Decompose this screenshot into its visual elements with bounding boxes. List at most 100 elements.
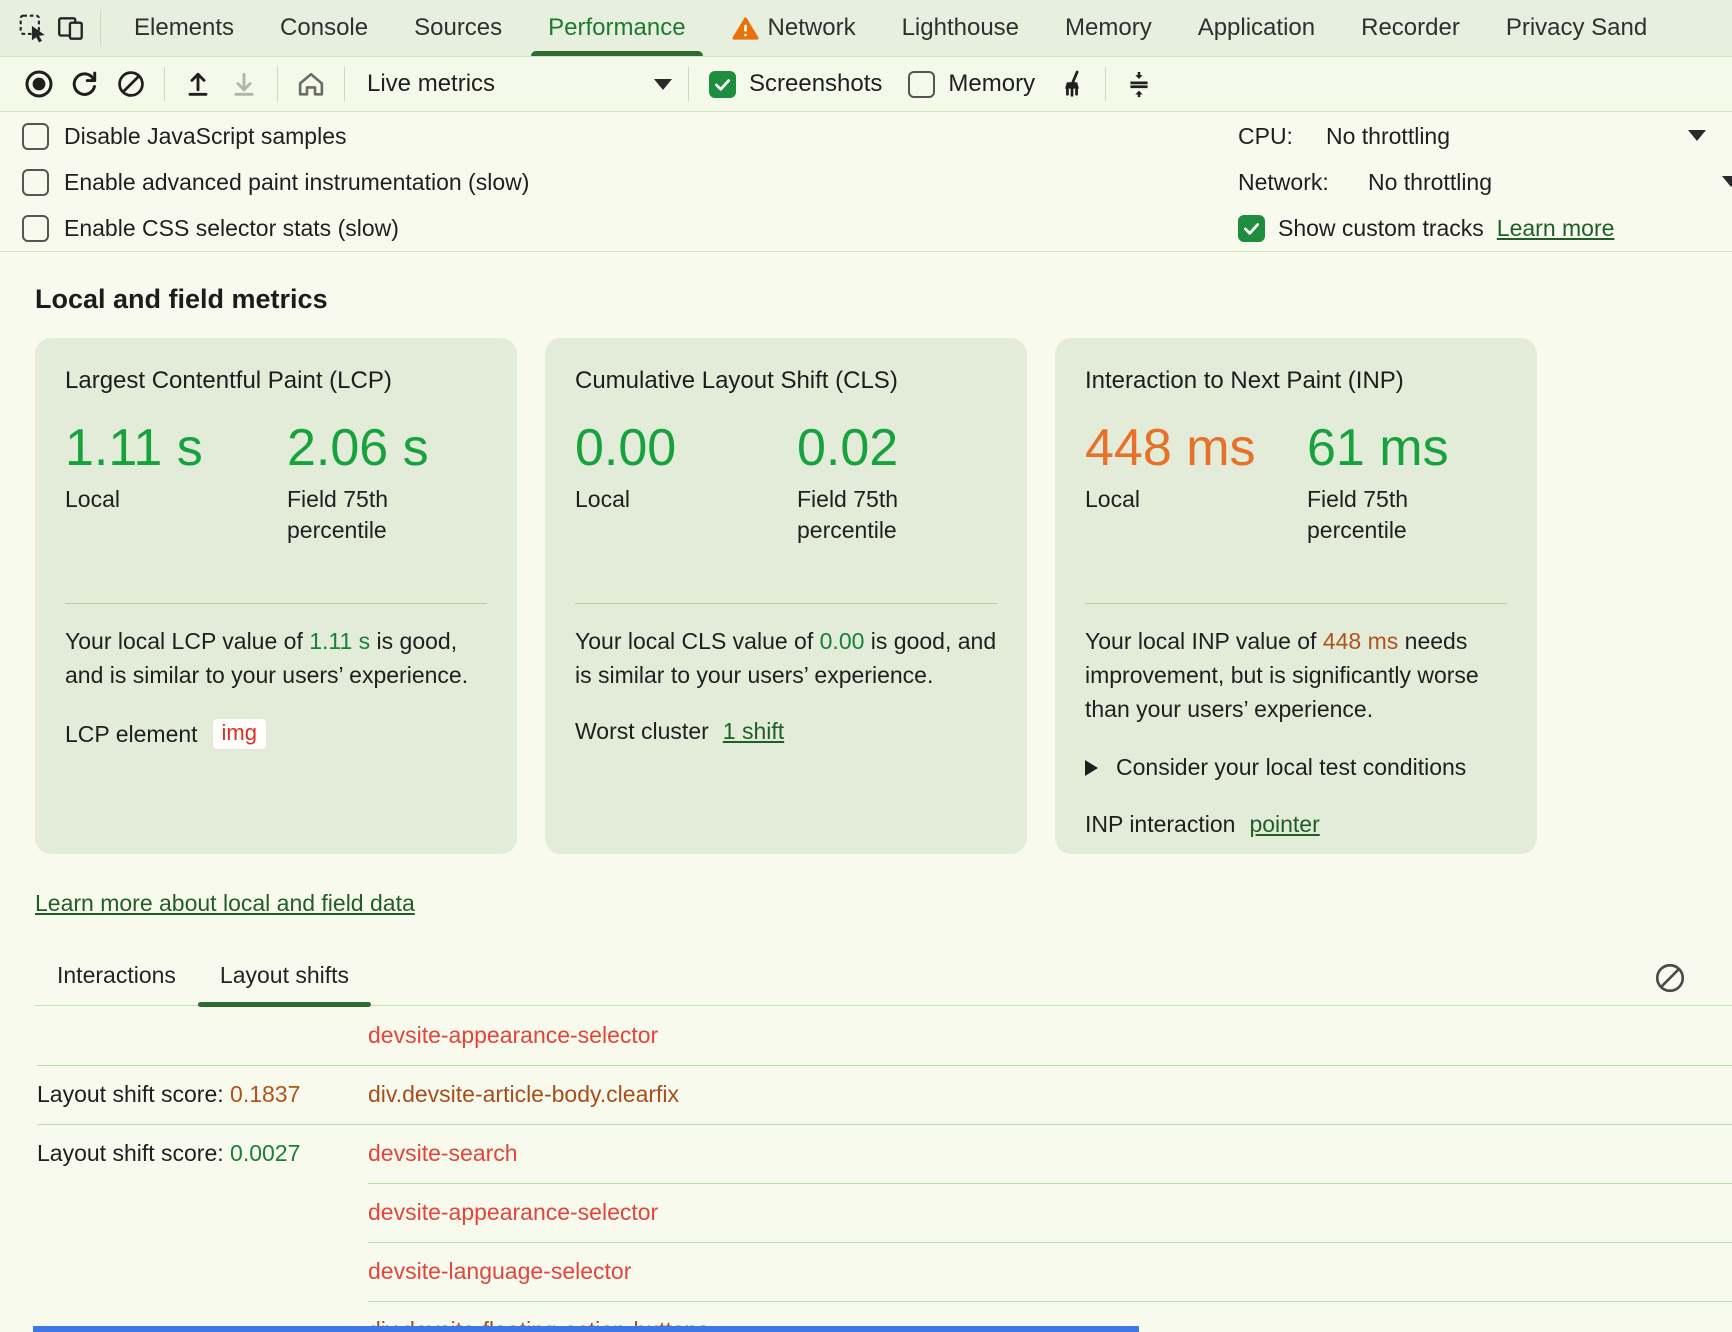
memory-checkbox[interactable]	[908, 70, 936, 98]
download-profile-icon[interactable]	[221, 62, 267, 106]
bottom-scroll-indicator[interactable]	[33, 1326, 1139, 1332]
tab-layout-shifts[interactable]: Layout shifts	[197, 962, 372, 1007]
live-metrics-view: Local and field metrics Largest Contentf…	[0, 282, 1732, 1332]
chevron-down-icon[interactable]	[1722, 176, 1732, 187]
tab-interactions[interactable]: Interactions	[57, 962, 176, 988]
panel-tabs: Elements Console Sources Performance Net…	[111, 0, 1732, 56]
inp-local-label: Local	[1085, 486, 1140, 512]
cls-card-title: Cumulative Layout Shift (CLS)	[575, 367, 898, 394]
advanced-paint-row[interactable]: Enable advanced paint instrumentation (s…	[0, 159, 1732, 205]
custom-tracks-learn-more-link[interactable]: Learn more	[1496, 214, 1615, 241]
screenshots-checkbox[interactable]	[709, 70, 736, 98]
divider	[277, 67, 278, 101]
expand-triangle-icon	[1085, 759, 1098, 776]
divider	[65, 603, 487, 604]
cpu-throttling-row: CPU: No throttling	[1238, 113, 1732, 159]
disable-js-samples-checkbox[interactable]	[22, 122, 49, 150]
screenshots-toggle[interactable]: Screenshots	[709, 70, 882, 98]
cpu-throttling-select[interactable]: No throttling	[1326, 122, 1451, 149]
collapse-icon[interactable]	[1116, 62, 1162, 106]
divider	[575, 603, 997, 604]
advanced-paint-checkbox[interactable]	[22, 168, 49, 196]
node-link[interactable]: devsite-appearance-selector	[368, 1022, 659, 1048]
tab-recorder[interactable]: Recorder	[1361, 14, 1460, 41]
layout-shift-row: devsite-appearance-selector	[37, 1183, 1732, 1242]
tab-network[interactable]: Network	[709, 0, 879, 56]
gc-brush-icon[interactable]	[1049, 62, 1095, 106]
tab-memory[interactable]: Memory	[1065, 14, 1152, 41]
clear-log-icon[interactable]	[1653, 961, 1687, 995]
divider	[1105, 67, 1107, 101]
upload-profile-icon[interactable]	[175, 62, 221, 106]
local-test-conditions-label: Consider your local test conditions	[1116, 754, 1467, 780]
tab-privacy-sandbox[interactable]: Privacy Sand	[1505, 14, 1648, 41]
network-label: Network:	[1238, 168, 1329, 195]
layout-shift-row: devsite-language-selector	[37, 1242, 1732, 1301]
memory-toggle[interactable]: Memory	[908, 70, 1035, 98]
chevron-down-icon[interactable]	[1688, 130, 1706, 141]
custom-tracks-checkbox[interactable]	[1238, 214, 1265, 242]
inp-inline-value: 448 ms	[1322, 628, 1399, 654]
throttling-settings: CPU: No throttling Network: No throttlin…	[1238, 113, 1732, 251]
score-value: 0.0027	[230, 1140, 301, 1166]
divider	[1085, 603, 1507, 604]
local-test-conditions-expander[interactable]: Consider your local test conditions	[1085, 754, 1507, 781]
node-link[interactable]: div.devsite-article-body.clearfix	[368, 1081, 680, 1107]
cls-local-value: 0.00	[575, 419, 677, 477]
divider	[688, 67, 689, 101]
divider	[164, 67, 165, 101]
chevron-down-icon	[654, 78, 672, 90]
home-icon[interactable]	[288, 62, 334, 106]
worst-cluster-link[interactable]: 1 shift	[722, 718, 785, 744]
lcp-inline-value: 1.11 s	[309, 628, 371, 654]
tab-application[interactable]: Application	[1197, 14, 1316, 41]
divider	[344, 67, 345, 101]
tab-sources[interactable]: Sources	[414, 14, 503, 41]
capture-settings: Disable JavaScript samples Enable advanc…	[0, 112, 1732, 252]
performance-toolbar: Live metrics Screenshots Memory	[0, 57, 1732, 112]
clear-button[interactable]	[108, 62, 154, 106]
tab-performance[interactable]: Performance	[525, 0, 708, 56]
cls-field-value: 0.02	[797, 419, 899, 477]
tab-lighthouse[interactable]: Lighthouse	[901, 14, 1020, 41]
tab-console[interactable]: Console	[280, 14, 369, 41]
inp-field-label: Field 75th percentile	[1307, 486, 1409, 543]
device-toolbar-icon[interactable]	[52, 9, 90, 47]
record-and-reload-button[interactable]	[62, 62, 108, 106]
custom-tracks-row: Show custom tracks Learn more	[1238, 205, 1732, 251]
node-link[interactable]: devsite-appearance-selector	[368, 1199, 659, 1225]
inp-interaction-label: INP interaction	[1085, 811, 1236, 837]
css-selector-stats-row[interactable]: Enable CSS selector stats (slow)	[0, 205, 1732, 251]
tab-elements[interactable]: Elements	[134, 14, 235, 41]
advanced-paint-label: Enable advanced paint instrumentation (s…	[64, 168, 530, 195]
cls-inline-value: 0.00	[819, 628, 865, 654]
node-link[interactable]: devsite-language-selector	[368, 1258, 632, 1284]
divider	[100, 11, 101, 45]
lcp-field-value: 2.06 s	[287, 419, 429, 477]
network-throttling-select[interactable]: No throttling	[1368, 168, 1493, 195]
node-link[interactable]: devsite-search	[368, 1140, 518, 1166]
disable-js-samples-row[interactable]: Disable JavaScript samples	[0, 113, 1732, 159]
css-selector-stats-checkbox[interactable]	[22, 214, 49, 242]
local-field-data-learn-more-link[interactable]: Learn more about local and field data	[35, 890, 415, 916]
lcp-element-label: LCP element	[65, 720, 198, 747]
lcp-description: Your local LCP value of 1.11 s is good, …	[65, 628, 469, 688]
lcp-card: Largest Contentful Paint (LCP) 1.11 s Lo…	[35, 338, 517, 854]
cpu-label: CPU:	[1238, 122, 1293, 149]
layout-shift-row: Layout shift score: 0.1837 div.devsite-a…	[37, 1065, 1732, 1124]
inp-card: Interaction to Next Paint (INP) 448 ms L…	[1055, 338, 1537, 854]
record-button[interactable]	[16, 62, 62, 106]
inp-card-title: Interaction to Next Paint (INP)	[1085, 367, 1404, 394]
panel-mode-label: Live metrics	[367, 70, 496, 97]
devtools-tabbar: Elements Console Sources Performance Net…	[0, 0, 1732, 57]
panel-mode-select[interactable]: Live metrics	[355, 70, 678, 98]
disable-js-samples-label: Disable JavaScript samples	[64, 122, 347, 149]
cls-field-label: Field 75th percentile	[797, 486, 899, 543]
inspect-element-icon[interactable]	[14, 9, 52, 47]
inp-description: Your local INP value of 448 ms needs imp…	[1085, 628, 1479, 722]
cls-local-label: Local	[575, 486, 630, 512]
lcp-element-node-link[interactable]: img	[211, 718, 267, 750]
lcp-card-title: Largest Contentful Paint (LCP)	[65, 367, 392, 394]
css-selector-stats-label: Enable CSS selector stats (slow)	[64, 214, 399, 241]
inp-interaction-link[interactable]: pointer	[1249, 811, 1320, 837]
